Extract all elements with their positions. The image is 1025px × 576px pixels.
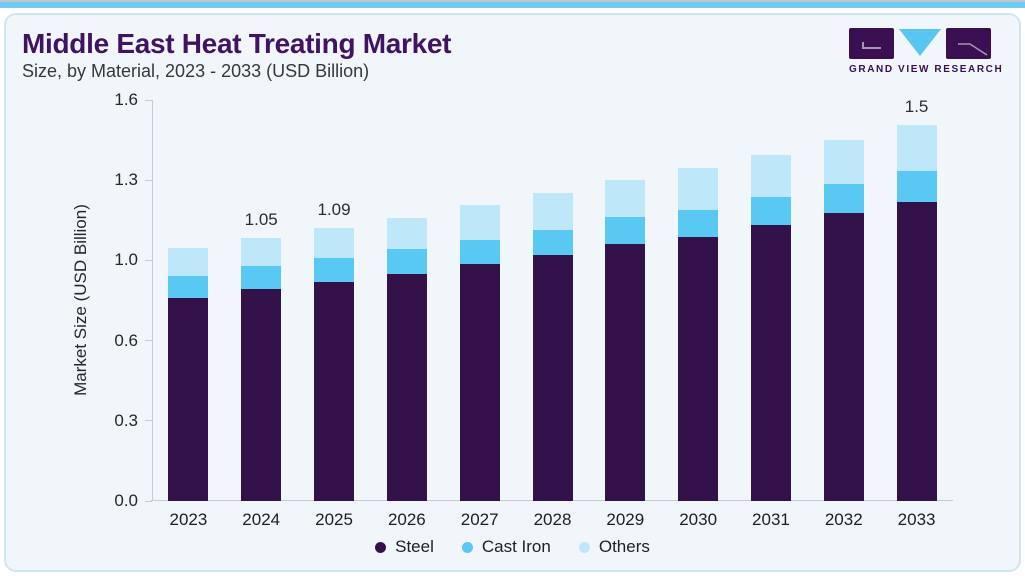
bar-segment-others [459,205,500,240]
legend: Steel Cast Iron Others [6,537,1019,557]
y-tick-mark [145,420,152,422]
bar-segment-steel [314,281,355,501]
legend-swatch-steel [375,541,387,553]
y-axis-line [152,100,153,501]
bar-segment-others [896,125,937,172]
bar-segment-cast-iron [678,209,719,237]
bar-segment-others [314,227,355,259]
y-tick-mark [145,179,152,181]
x-axis-label: 2027 [460,510,499,529]
bar-segment-cast-iron [605,217,646,245]
bar-segment-steel [750,225,791,501]
bar-segment-others [750,155,791,197]
bar-segment-steel [459,263,500,501]
x-axis-label: 2023 [169,510,208,529]
legend-label-steel: Steel [395,537,434,556]
gvr-logo-blocks [849,28,995,59]
bar-segment-cast-iron [314,258,355,282]
y-axis-title: Market Size (USD Billion) [71,204,90,396]
bar-segment-steel [168,298,209,501]
x-axis-label: 2033 [897,510,936,529]
logo-triangle-icon [899,29,941,56]
bar-segment-others [241,237,282,266]
bar-segment-cast-iron [823,183,864,213]
bar-segment-others [168,247,209,277]
bar-segment-steel [386,273,427,501]
y-tick-label: 0.3 [114,410,138,430]
bar-segment-others [605,180,646,218]
bar-segment-others [386,217,427,250]
logo-r-block-icon [946,28,991,59]
bar-value-label: 1.09 [317,199,351,219]
x-axis-label: 2028 [533,510,572,529]
y-tick-mark [145,99,152,101]
bar-segment-cast-iron [241,265,282,290]
bar-segment-others [823,140,864,184]
page-title: Middle East Heat Treating Market [22,28,452,59]
bar-segment-cast-iron [386,249,427,274]
y-tick-mark [145,500,152,502]
bar-segment-steel [823,212,864,501]
y-tick-label: 0.0 [114,491,138,510]
x-axis-label: 2026 [387,510,426,529]
legend-item-others: Others [578,537,650,557]
legend-item-steel: Steel [375,537,434,557]
top-accent-line [0,0,1025,2]
bar-segment-cast-iron [168,276,209,298]
legend-item-cast-iron: Cast Iron [461,537,551,557]
bar-segment-steel [678,236,719,501]
y-tick-mark [145,340,152,342]
legend-swatch-others [578,541,590,553]
bar-segment-cast-iron [896,171,937,203]
y-tick-label: 1.6 [114,90,138,109]
x-axis-label: 2029 [606,510,645,529]
plot-area: 0.0 0.3 0.6 1.0 1.3 1.6 2023 2024 1.05 2025 1.09 20… [114,90,953,529]
page-subtitle: Size, by Material, 2023 - 2033 (USD Bill… [22,61,370,81]
y-tick-mark [145,259,152,261]
bar-segment-steel [532,254,573,501]
legend-label-others: Others [598,537,650,556]
y-tick-label: 1.3 [114,170,138,190]
x-axis-label: 2030 [679,510,718,529]
x-axis-label: 2025 [315,510,353,529]
logo-wordmark: GRAND VIEW RESEARCH [849,64,1004,75]
legend-label-cast-iron: Cast Iron [481,537,551,556]
bar-segment-others [678,167,719,210]
bar-segment-cast-iron [532,229,573,255]
bar-segment-steel [605,244,646,501]
bar-segment-cast-iron [459,239,500,264]
y-tick-label: 0.6 [114,330,138,350]
y-tick-label: 1.0 [114,250,138,270]
bar-segment-cast-iron [750,197,791,226]
chart-card: Middle East Heat Treating Market Size, b… [4,13,1021,572]
bar-segment-steel [241,289,282,501]
legend-swatch-cast-iron [461,541,473,553]
bar-segment-steel [896,202,937,501]
x-axis-label: 2032 [824,510,863,529]
x-axis-label: 2031 [752,510,790,529]
bar-value-label: 1.05 [244,209,278,229]
gvr-logo: GRAND VIEW RESEARCH [849,28,1004,75]
top-accent-strip [0,2,1025,8]
bar-value-label: 1.5 [904,97,929,117]
bar-segment-others [532,192,573,230]
x-axis-label: 2024 [242,510,281,529]
logo-g-block-icon [849,28,894,59]
